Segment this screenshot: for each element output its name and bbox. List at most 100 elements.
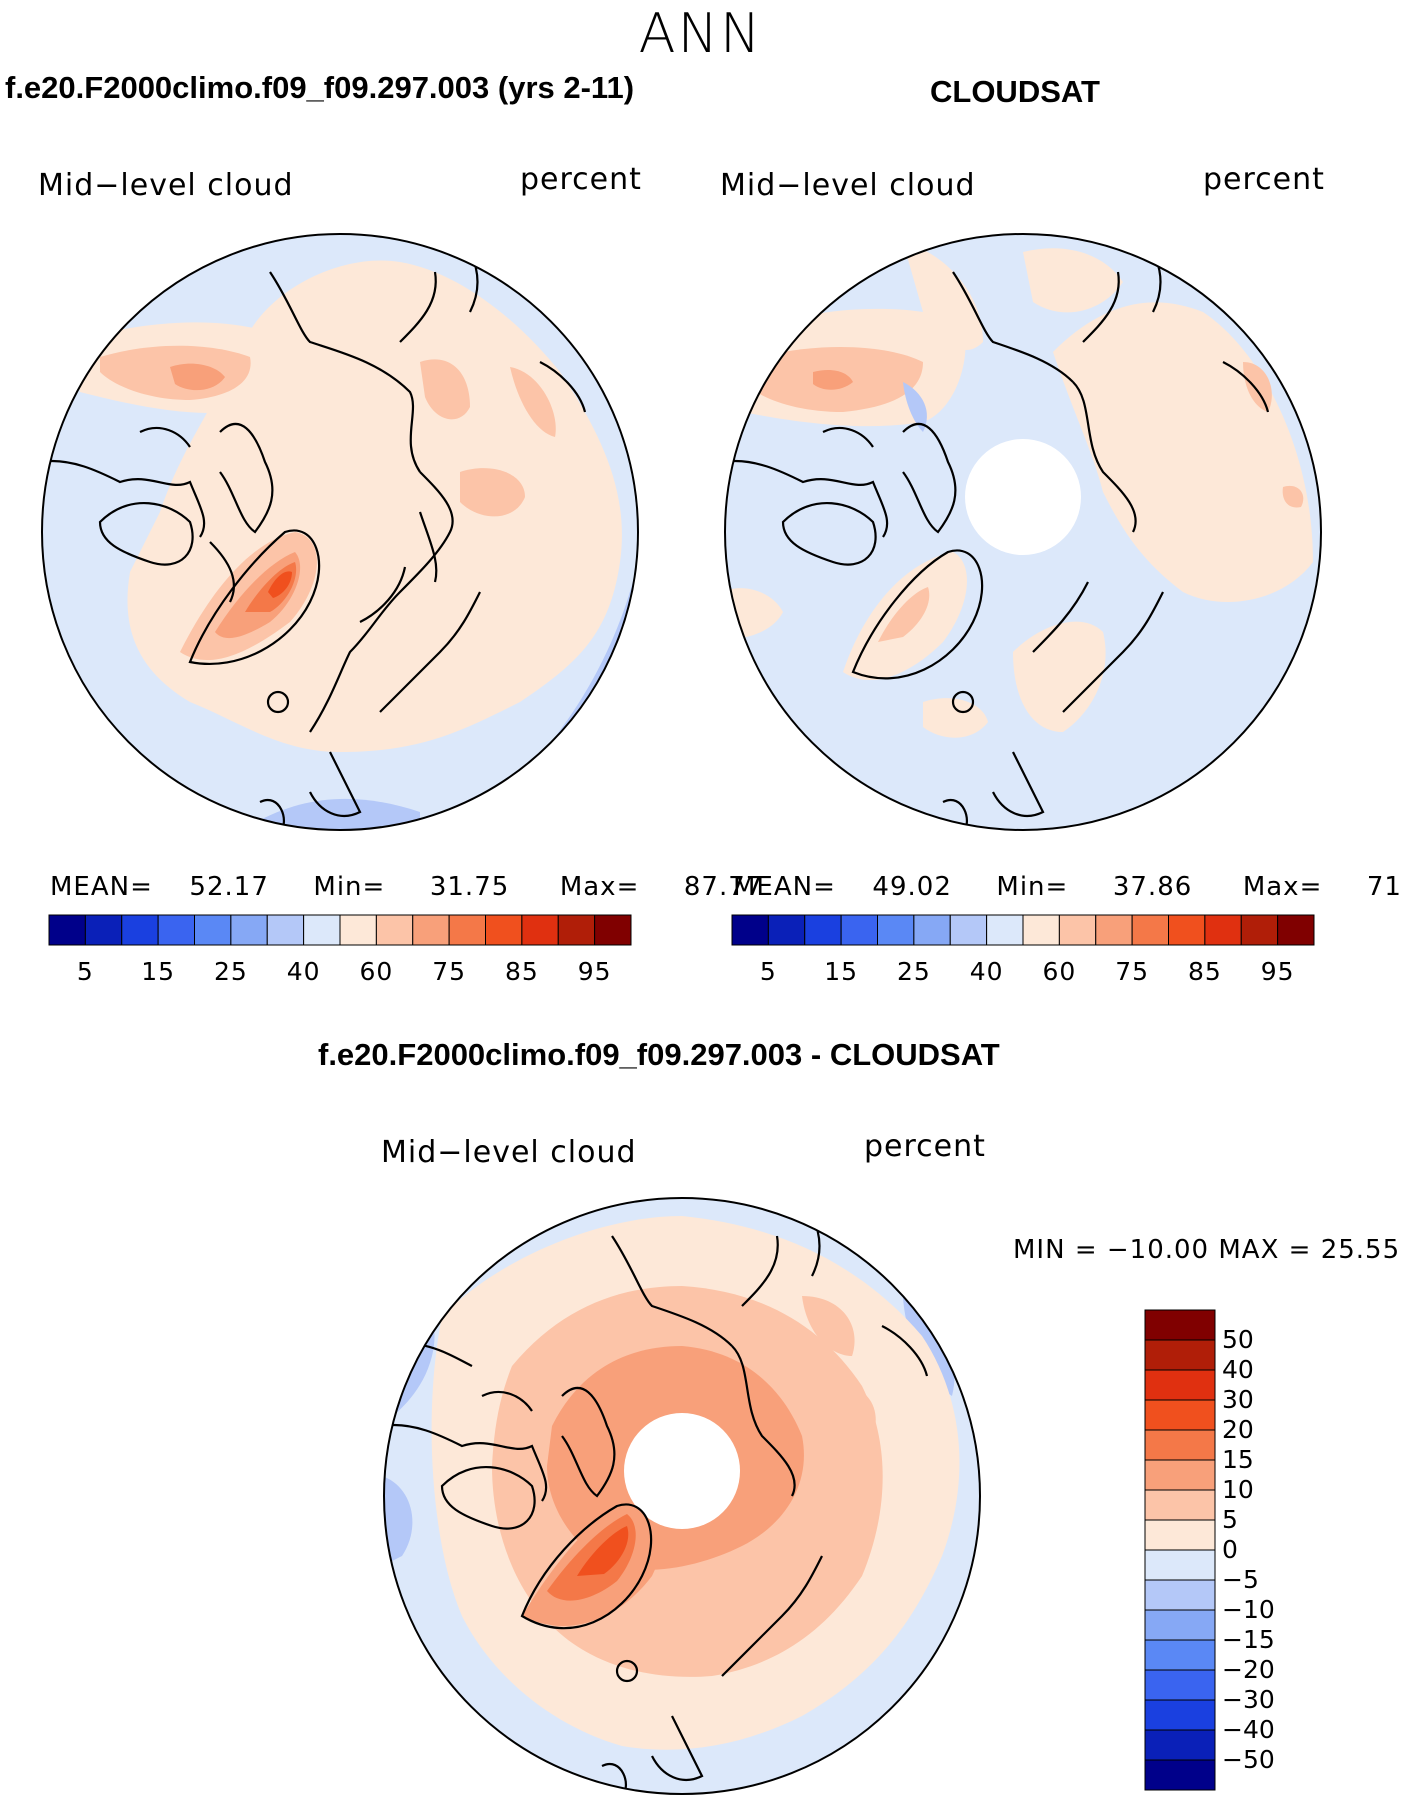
colorbar-swatch xyxy=(1022,914,1060,946)
colorbar-tick-label: 40 xyxy=(1222,1355,1254,1384)
colorbar-tick-label: 60 xyxy=(1042,957,1077,986)
colorbar-swatch xyxy=(157,914,195,946)
colorbar-tick-label: −30 xyxy=(1222,1685,1275,1714)
colorbar-swatch xyxy=(1058,914,1097,946)
colorbar-swatch xyxy=(767,914,806,946)
panel-2-variable-label: Mid−level cloud xyxy=(720,168,976,203)
colorbar-swatch xyxy=(412,914,450,946)
panel-2-stats: MEAN= 49.02 Min= 37.86 Max= 71.05 xyxy=(733,872,1401,902)
colorbar-swatch xyxy=(913,914,951,946)
colorbar-tick-label: 85 xyxy=(1187,957,1222,986)
colorbar-swatch xyxy=(557,914,596,946)
diff-panel-colorbar xyxy=(1144,1309,1216,1791)
colorbar-tick-label: −5 xyxy=(1222,1565,1259,1594)
colorbar-tick-label: 30 xyxy=(1222,1385,1254,1414)
colorbar-swatch xyxy=(375,914,414,946)
colorbar-swatch xyxy=(1144,1519,1216,1551)
colorbar-swatch xyxy=(1144,1699,1216,1731)
colorbar-swatch xyxy=(731,914,769,946)
colorbar-tick-label: 50 xyxy=(1222,1325,1254,1354)
colorbar-tick-label: −50 xyxy=(1222,1745,1275,1774)
colorbar-tick-label: −10 xyxy=(1222,1595,1275,1624)
panel-2-max-label: Max= xyxy=(1242,872,1323,902)
diff-panel-units-label: percent xyxy=(864,1129,986,1164)
colorbar-swatch xyxy=(1144,1759,1216,1791)
colorbar-tick-label: 25 xyxy=(213,957,248,986)
map-region-cream-top xyxy=(903,242,983,351)
map-region-peach-right-3 xyxy=(510,367,556,437)
colorbar-swatch xyxy=(949,914,988,946)
colorbar-swatch xyxy=(594,914,632,946)
colorbar-tick-label: 95 xyxy=(1260,957,1295,986)
colorbar-tick-label: 85 xyxy=(504,957,539,986)
colorbar-swatch xyxy=(121,914,159,946)
colorbar-tick-label: 40 xyxy=(286,957,321,986)
colorbar-swatch xyxy=(1095,914,1133,946)
colorbar-tick-label: 5 xyxy=(76,957,94,986)
map-region-peach-right xyxy=(1243,362,1272,412)
panel-2-mean-label: MEAN= xyxy=(733,872,836,902)
colorbar-tick-label: 0 xyxy=(1222,1535,1238,1564)
colorbar-swatch xyxy=(485,914,523,946)
panel-1-colorbar xyxy=(48,914,632,946)
panel-1-min-value: 31.75 xyxy=(429,872,510,902)
panel-1-polar-map xyxy=(41,233,639,831)
panel-2-polar-map xyxy=(724,233,1322,831)
colorbar-tick-label: 60 xyxy=(359,957,394,986)
map-region-peach-right-2 xyxy=(842,1386,876,1436)
colorbar-swatch xyxy=(1204,914,1242,946)
map-region-peach-right-1 xyxy=(802,1296,855,1356)
map-region-peach-greenland xyxy=(878,587,930,642)
colorbar-swatch xyxy=(194,914,232,946)
colorbar-tick-label: 15 xyxy=(141,957,176,986)
panel-1-max-label: Max= xyxy=(559,872,640,902)
colorbar-tick-label: 5 xyxy=(759,957,777,986)
panel-2-title: CLOUDSAT xyxy=(930,74,1100,109)
colorbar-swatch xyxy=(1144,1429,1216,1461)
panel-1-mean-label: MEAN= xyxy=(50,872,153,902)
colorbar-swatch xyxy=(1144,1549,1216,1581)
colorbar-swatch xyxy=(266,914,305,946)
colorbar-tick-label: 95 xyxy=(577,957,612,986)
panel-2-min-value: 37.86 xyxy=(1112,872,1193,902)
colorbar-swatch xyxy=(1144,1309,1216,1341)
map-region-salmon-upper-left xyxy=(170,363,225,391)
colorbar-swatch xyxy=(1144,1729,1216,1761)
colorbar-tick-label: 15 xyxy=(1222,1445,1254,1474)
colorbar-swatch xyxy=(1144,1669,1216,1701)
colorbar-swatch xyxy=(1144,1609,1216,1641)
colorbar-tick-label: −20 xyxy=(1222,1655,1275,1684)
map-region-red-greenland xyxy=(577,1526,629,1576)
coastlines xyxy=(42,251,587,830)
panel-1-title: f.e20.F2000climo.f09_f09.297.003 (yrs 2-… xyxy=(5,70,635,105)
diff-panel-title: f.e20.F2000climo.f09_f09.297.003 - CLOUD… xyxy=(318,1037,1000,1072)
colorbar-swatch xyxy=(48,914,86,946)
colorbar-tick-label: 40 xyxy=(969,957,1004,986)
map-missing-data-polar-cap xyxy=(965,439,1081,555)
colorbar-tick-label: 10 xyxy=(1222,1475,1254,1504)
panel-1-max-value: 87.77 xyxy=(683,872,764,902)
colorbar-tick-label: 15 xyxy=(824,957,859,986)
colorbar-tick-label: 75 xyxy=(432,957,467,986)
colorbar-swatch xyxy=(1144,1639,1216,1671)
colorbar-tick-label: 5 xyxy=(1222,1505,1238,1534)
colorbar-swatch xyxy=(1240,914,1279,946)
diff-panel-polar-map xyxy=(383,1197,981,1795)
map-missing-data-polar-cap xyxy=(624,1413,740,1529)
panel-1-variable-label: Mid−level cloud xyxy=(38,168,294,203)
colorbar-swatch xyxy=(521,914,559,946)
panel-2-min-label: Min= xyxy=(996,872,1069,902)
colorbar-swatch xyxy=(840,914,878,946)
colorbar-swatch xyxy=(986,914,1024,946)
season-title: ANN xyxy=(638,2,763,65)
panel-2-units-label: percent xyxy=(1203,162,1325,197)
colorbar-swatch xyxy=(804,914,842,946)
colorbar-swatch xyxy=(1144,1339,1216,1371)
map-region-peach-right-small xyxy=(1282,485,1304,508)
colorbar-tick-label: 25 xyxy=(896,957,931,986)
colorbar-tick-label: 75 xyxy=(1115,957,1150,986)
colorbar-swatch xyxy=(1168,914,1206,946)
map-region-salmon-upper-left xyxy=(813,370,853,390)
colorbar-swatch xyxy=(1144,1369,1216,1401)
colorbar-tick-label: −40 xyxy=(1222,1715,1275,1744)
